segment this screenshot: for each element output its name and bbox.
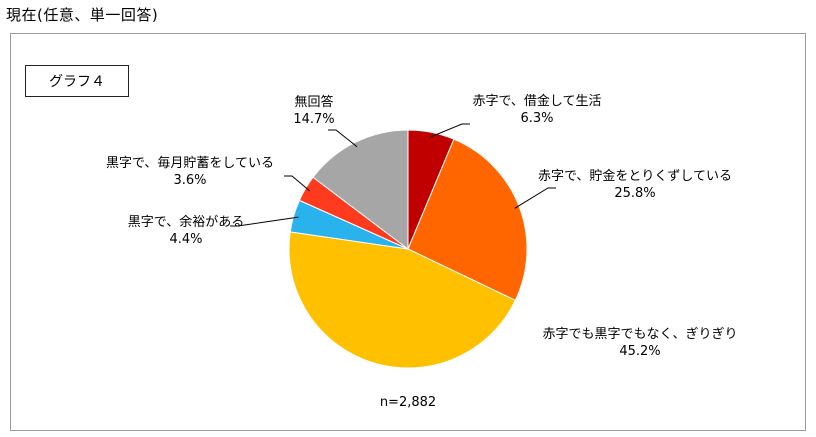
pie-slice bbox=[407, 138, 528, 302]
slice-category-label: 赤字で、貯金をとりくずしている bbox=[538, 168, 732, 184]
graph-number-box: グラフ４ bbox=[25, 65, 129, 97]
leader-line bbox=[284, 175, 310, 192]
pie-slice bbox=[288, 231, 517, 369]
slice-labels: 赤字で、借金して生活 6.3% 赤字で、貯金をとりくずしている 25.8% 赤字でも黒字… bbox=[106, 93, 738, 359]
slice-category-label: 赤字でも黒字でもなく、ぎりぎり bbox=[542, 327, 737, 342]
sample-size-note: n=2,882 bbox=[380, 395, 436, 410]
slice-category-label: 黒字で、余裕がある bbox=[128, 214, 244, 230]
slice-percent-label: 14.7% bbox=[293, 112, 334, 127]
leader-line bbox=[430, 123, 470, 138]
leader-line bbox=[230, 216, 299, 227]
chart-frame: グラフ４ bbox=[10, 33, 806, 431]
page-heading: 現在(任意、単一回答) bbox=[6, 6, 159, 24]
pie-slices bbox=[288, 129, 528, 369]
leader-lines bbox=[230, 123, 556, 227]
slice-category-label: 黒字で、毎月貯蓄をしている bbox=[106, 155, 274, 171]
slice-percent-label: 4.4% bbox=[169, 232, 202, 247]
slice-category-label: 無回答 bbox=[294, 94, 333, 110]
slice-percent-label: 3.6% bbox=[173, 173, 206, 188]
leader-line bbox=[328, 129, 358, 148]
slice-percent-label: 6.3% bbox=[520, 111, 553, 126]
slice-percent-label: 25.8% bbox=[614, 186, 655, 201]
pie-slice bbox=[312, 129, 409, 251]
slice-percent-label: 45.2% bbox=[619, 344, 660, 359]
slice-category-label: 赤字で、借金して生活 bbox=[472, 93, 601, 109]
leader-line bbox=[514, 187, 556, 209]
